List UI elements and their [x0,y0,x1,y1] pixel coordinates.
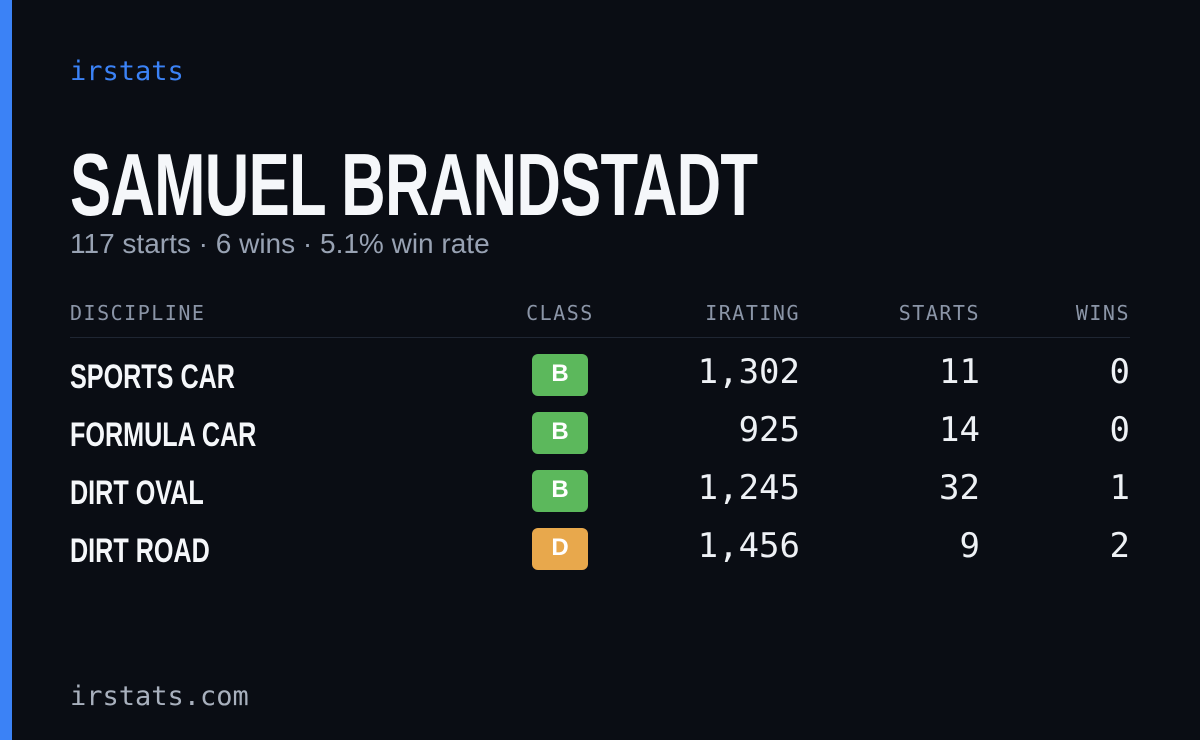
stat-wins: 1 [1109,468,1130,508]
discipline-name: FORMULA CAR [70,416,257,454]
class-badge: B [532,470,588,512]
discipline-name: DIRT ROAD [70,532,210,570]
stat-starts: 32 [939,468,980,508]
driver-summary: 117 starts · 6 wins · 5.1% win rate [70,228,490,259]
column-header: WINS [1075,301,1130,325]
stat-wins: 2 [1109,526,1130,566]
column-header: DISCIPLINE [70,301,206,325]
stat-irating: 925 [738,410,800,450]
stat-starts: 9 [959,526,980,566]
footer: irstats.com [70,681,249,712]
column-header: STARTS [898,301,980,325]
stat-irating: 1,456 [697,526,800,566]
header-rule [70,337,1130,338]
stat-irating: 1,302 [697,352,800,392]
stat-wins: 0 [1109,410,1130,450]
accent-bar [0,0,12,740]
driver-name: SAMUEL BRANDSTADT [70,135,758,234]
class-badge: B [532,412,588,454]
column-header: IRATING [705,301,800,325]
class-badge: B [532,354,588,396]
brand: irstats [70,56,184,87]
stat-wins: 0 [1109,352,1130,392]
class-badge: D [532,528,588,570]
column-header: CLASS [526,301,594,325]
stat-starts: 11 [939,352,980,392]
discipline-name: DIRT OVAL [70,474,204,512]
discipline-name: SPORTS CAR [70,358,235,396]
stat-irating: 1,245 [697,468,800,508]
stat-starts: 14 [939,410,980,450]
